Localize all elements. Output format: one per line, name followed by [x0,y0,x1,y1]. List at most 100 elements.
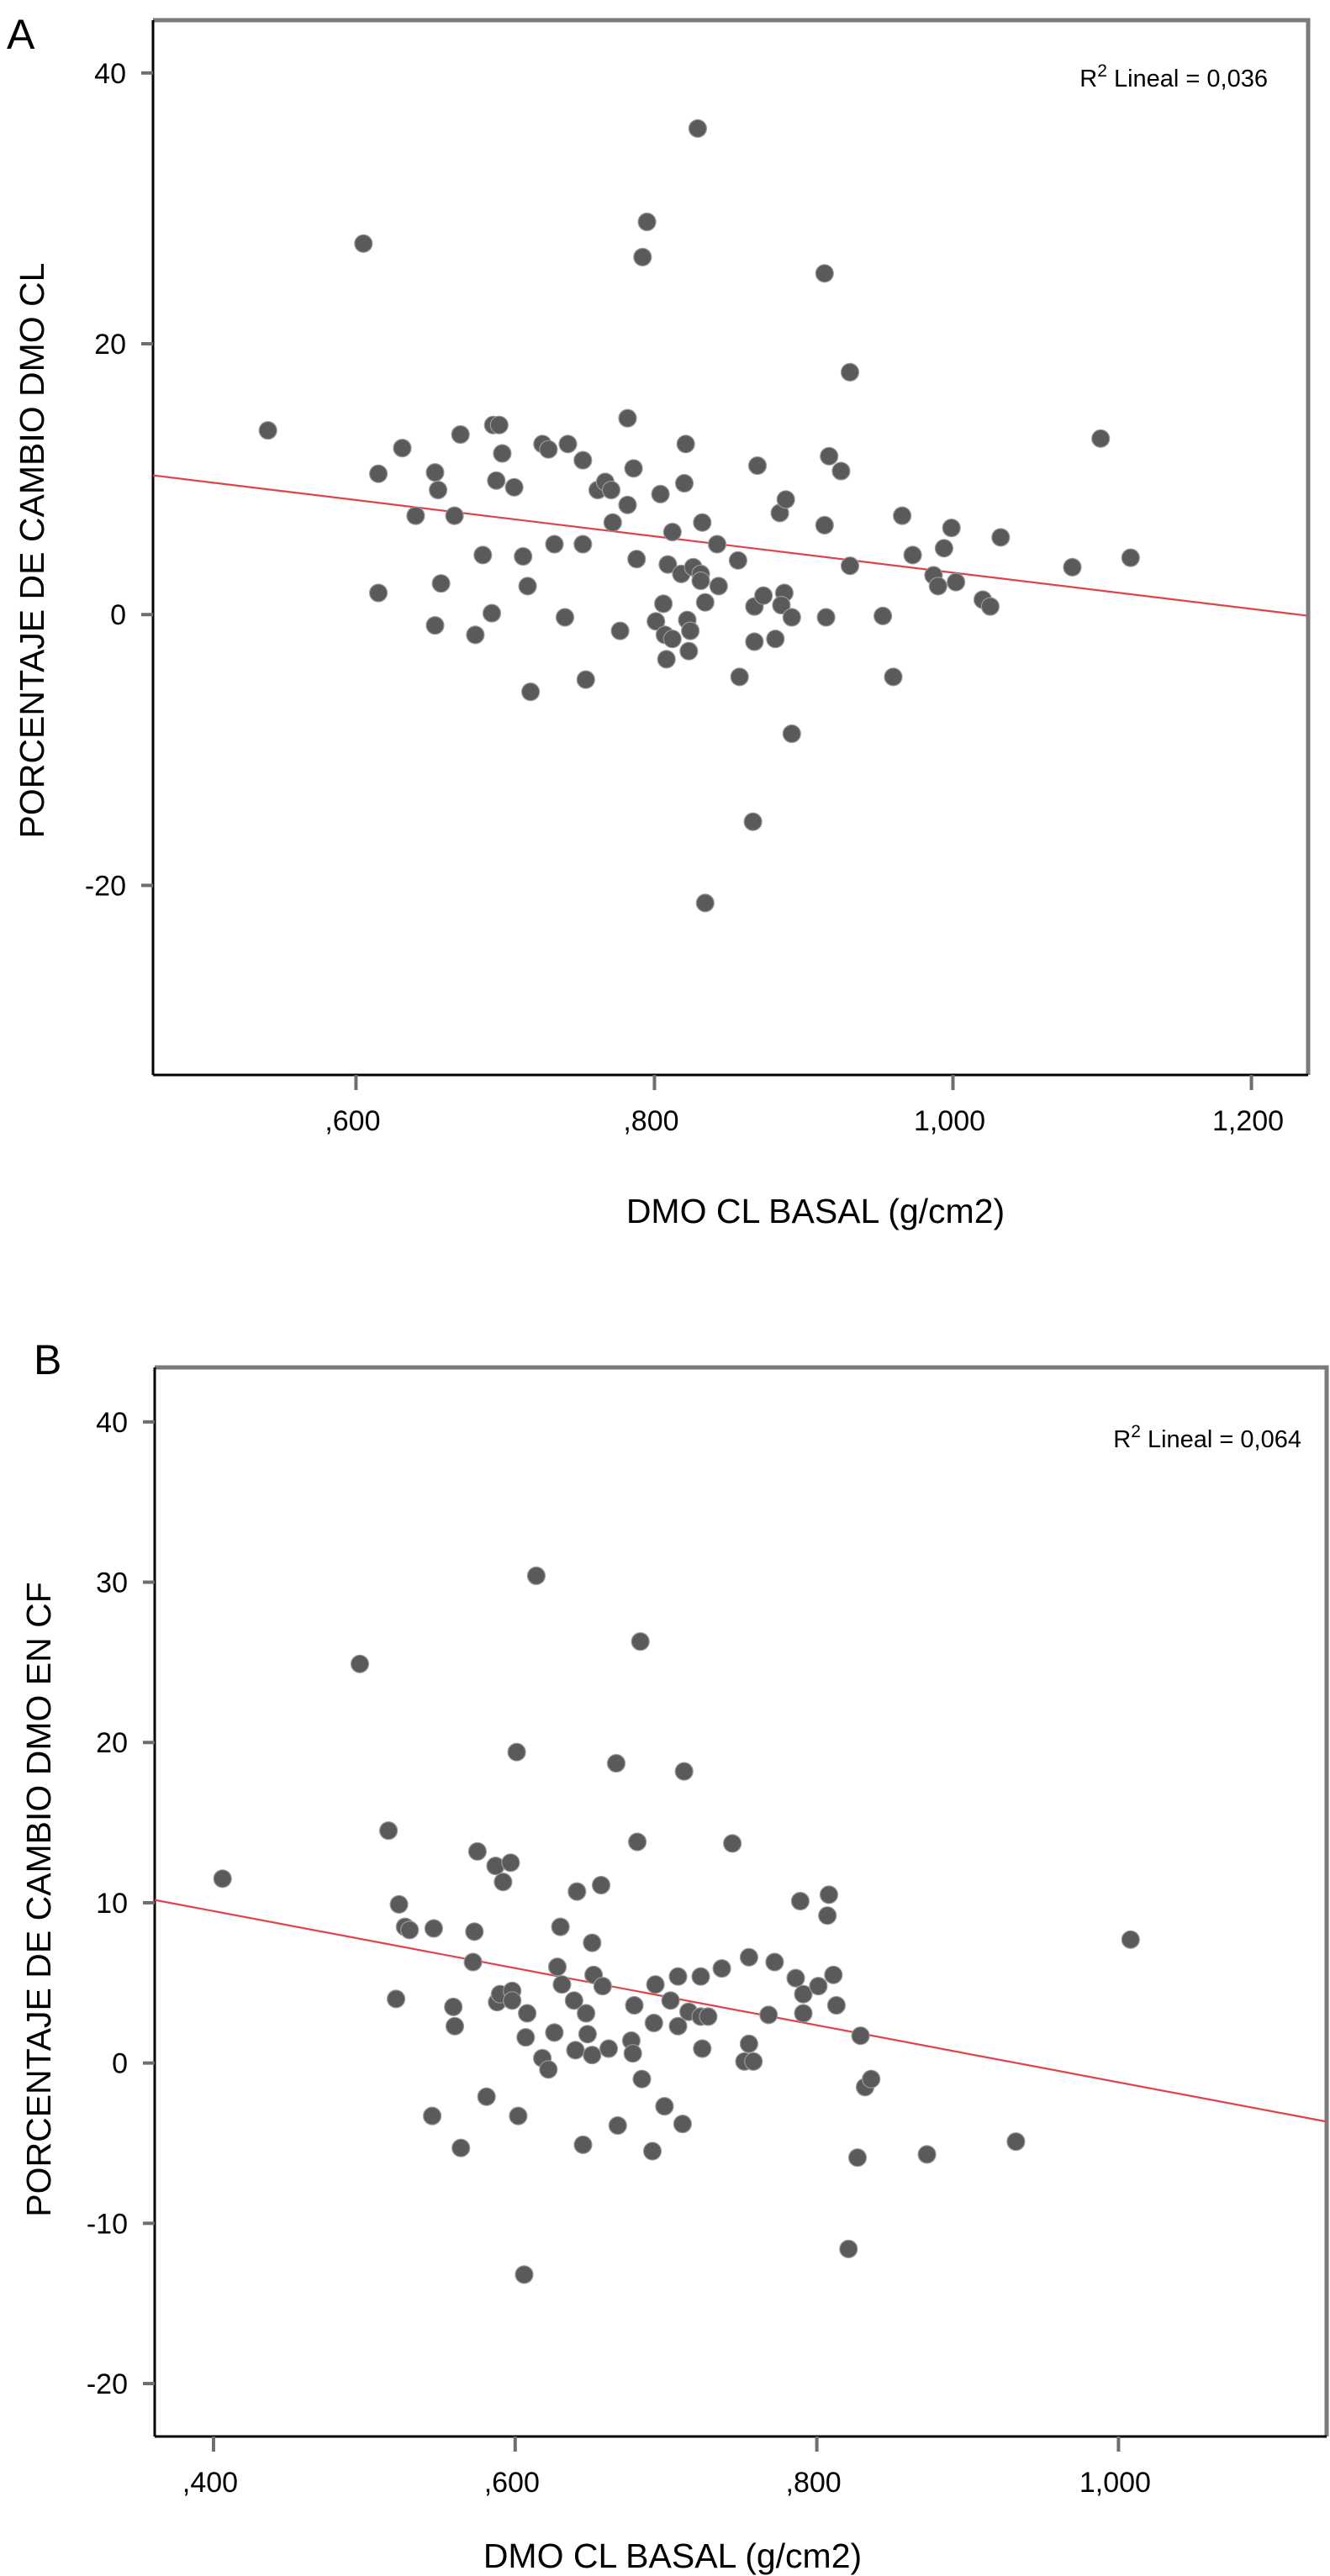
data-point [465,1922,484,1941]
data-point [539,440,558,459]
data-point [573,2135,593,2154]
data-point [847,2148,868,2168]
data-point [493,1873,513,1892]
y-tick-label-b: -10 [87,2208,128,2240]
data-point [661,1991,680,2010]
data-point [1091,429,1111,448]
data-point [772,595,791,615]
data-point [644,2013,663,2033]
data-point [393,438,412,458]
data-point [387,1989,406,2009]
data-point [350,1654,370,1673]
data-point [618,495,637,514]
data-point [707,535,727,554]
data-point [493,444,512,463]
data-point [668,1967,688,1986]
axes-b: 40 30 20 10 0 -10 -20 ,400 ,600 ,800 1,000 [87,1365,1329,2499]
data-point [1063,557,1082,577]
data-point [642,2141,662,2161]
data-point [213,1869,232,1889]
data-point [820,446,839,466]
data-point [790,1891,810,1911]
y-tick-label-b: 10 [96,1888,128,1920]
data-point [657,650,676,669]
data-point [1006,2132,1026,2152]
data-point [655,2097,674,2116]
data-point [507,1742,526,1762]
data-point [606,1753,626,1773]
data-point [504,477,524,497]
fit-layer-a [152,474,1309,617]
data-point [840,362,860,382]
panel-letter-a: A [7,11,35,58]
data-point [518,577,537,596]
data-point [743,812,763,831]
data-point [583,2046,602,2065]
data-point [608,2115,627,2136]
y-tick-label-b: 30 [96,1567,128,1599]
data-point [776,490,795,509]
y-tick-label-b: 20 [96,1727,128,1759]
y-tick-label-a: 40 [94,58,126,90]
data-point [691,1967,710,1986]
data-point [873,606,893,626]
data-point [552,1975,572,1994]
x-tick-label-a: ,800 [623,1105,678,1137]
y-tick-label-b: -20 [87,2368,128,2400]
data-point [662,522,682,542]
data-point [566,2041,585,2060]
data-point [564,1991,583,2010]
data-point [673,2115,693,2134]
data-point [903,545,922,565]
data-point [745,632,764,651]
data-point [369,583,388,603]
data-point [379,1821,398,1841]
data-point [730,667,749,687]
data-point [699,2007,718,2026]
data-point [428,480,448,500]
data-point [722,1834,742,1853]
data-point [928,577,947,596]
data-point [786,1968,805,1988]
data-point [610,621,630,640]
data-point [599,2039,619,2058]
data-point [651,484,670,504]
data-point [445,506,464,525]
data-point [765,1952,784,1972]
data-point [809,1977,828,1996]
data-point [451,2138,471,2157]
data-point [862,2069,881,2089]
data-point [593,1977,612,1996]
x-tick-label-b: 1,000 [1079,2467,1151,2499]
data-point [815,515,834,535]
data-point [674,1762,694,1781]
data-point [551,1917,570,1936]
data-point [693,2039,712,2058]
y-tick-label-a: 20 [94,329,126,361]
data-point [451,424,470,445]
data-point [991,528,1011,547]
data-point [578,2025,598,2044]
data-point [473,545,493,565]
data-point [539,2060,558,2079]
data-point [839,2239,858,2258]
data-point [637,212,657,232]
data-point [555,608,575,627]
x-tick-label-b: ,400 [182,2467,238,2499]
data-point [831,461,851,481]
data-point [766,630,785,649]
r2-annotation-a: R2 Lineal = 0,036 [1079,61,1268,92]
data-point [728,550,748,570]
data-point [695,893,715,913]
data-point [389,1894,409,1914]
data-point [633,247,652,266]
data-point [406,506,425,525]
data-point [674,473,694,493]
data-point [503,1991,522,2010]
data-point [445,2016,465,2036]
data-point [516,2028,536,2047]
data-point [942,518,961,538]
data-point [515,2265,534,2284]
data-point [631,1631,650,1651]
data-point [851,2026,870,2046]
